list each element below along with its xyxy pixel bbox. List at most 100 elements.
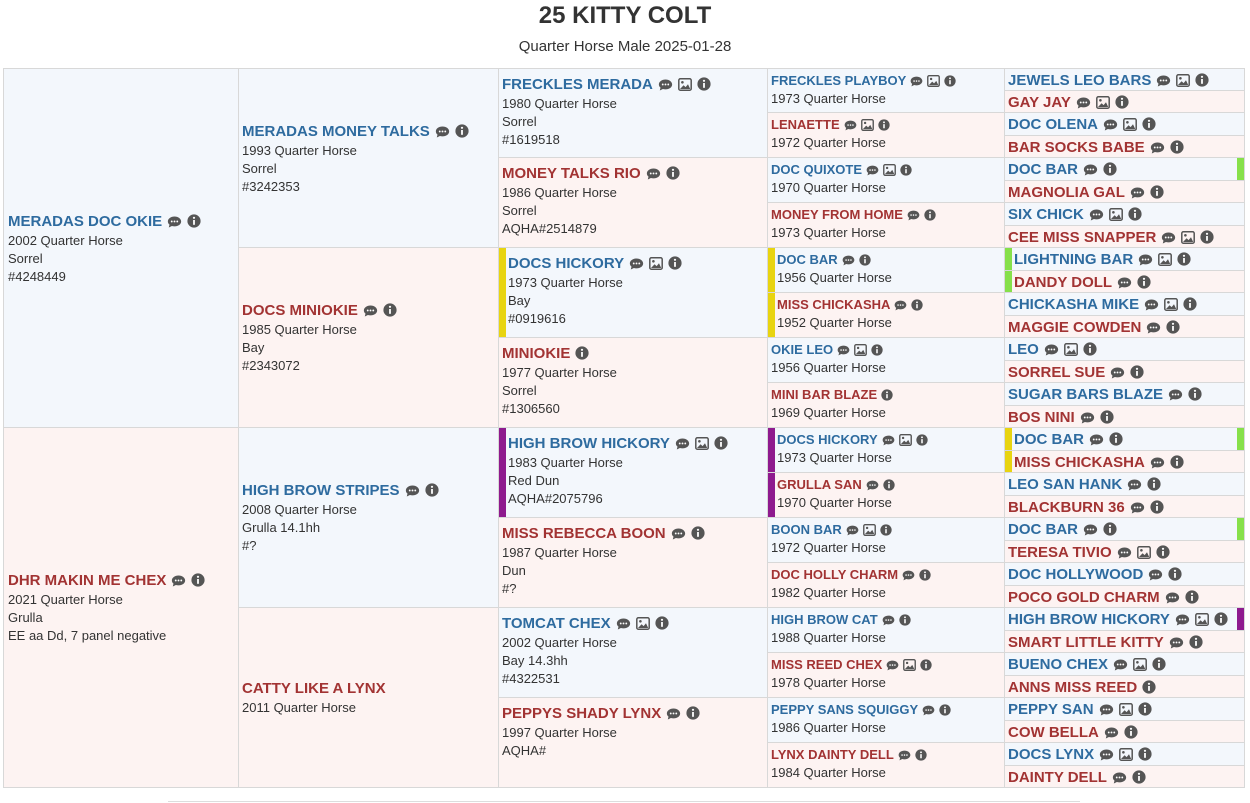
horse-name-link[interactable]: BUENO CHEX <box>1008 656 1109 673</box>
comment-icon[interactable] <box>1169 635 1184 649</box>
image-icon[interactable] <box>1095 95 1110 109</box>
image-icon[interactable] <box>1158 252 1173 266</box>
horse-name-link[interactable]: HIGH BROW CAT <box>771 612 878 627</box>
comment-icon[interactable] <box>658 77 673 91</box>
image-icon[interactable] <box>854 343 868 356</box>
horse-name-link[interactable]: TERESA TIVIO <box>1008 544 1112 561</box>
comment-icon[interactable] <box>1089 432 1104 446</box>
comment-icon[interactable] <box>866 478 879 491</box>
image-icon[interactable] <box>1164 297 1179 311</box>
comment-icon[interactable] <box>1076 95 1091 109</box>
horse-name-link[interactable]: SUGAR BARS BLAZE <box>1008 386 1164 403</box>
comment-icon[interactable] <box>167 214 182 228</box>
info-icon[interactable] <box>1138 747 1152 761</box>
comment-icon[interactable] <box>1103 117 1118 131</box>
info-icon[interactable] <box>939 703 951 716</box>
info-icon[interactable] <box>1132 770 1146 784</box>
horse-name-link[interactable]: DANDY DOLL <box>1014 274 1113 291</box>
horse-name-link[interactable]: BOS NINI <box>1008 409 1075 426</box>
comment-icon[interactable] <box>922 703 935 716</box>
image-icon[interactable] <box>1063 342 1078 356</box>
comment-icon[interactable] <box>846 523 859 536</box>
horse-name-link[interactable]: MISS CHICKASHA <box>777 297 891 312</box>
comment-icon[interactable] <box>405 483 420 497</box>
comment-icon[interactable] <box>886 658 899 671</box>
comment-icon[interactable] <box>1165 590 1180 604</box>
info-icon[interactable] <box>1083 342 1097 356</box>
info-icon[interactable] <box>1103 522 1117 536</box>
info-icon[interactable] <box>1147 477 1161 491</box>
comment-icon[interactable] <box>1130 185 1145 199</box>
comment-icon[interactable] <box>1083 522 1098 536</box>
horse-name-link[interactable]: COW BELLA <box>1008 724 1099 741</box>
image-icon[interactable] <box>649 256 664 270</box>
horse-name-link[interactable]: DOC BAR <box>1014 431 1084 448</box>
info-icon[interactable] <box>1156 545 1170 559</box>
horse-name-link[interactable]: LENAETTE <box>771 117 840 132</box>
info-icon[interactable] <box>1109 432 1123 446</box>
info-icon[interactable] <box>883 478 895 491</box>
comment-icon[interactable] <box>1112 770 1127 784</box>
horse-name-link[interactable]: DOCS HICKORY <box>508 255 625 272</box>
horse-name-link[interactable]: BAR SOCKS BABE <box>1008 139 1145 156</box>
horse-name-link[interactable]: MISS REED CHEX <box>771 657 883 672</box>
info-icon[interactable] <box>1103 162 1117 176</box>
info-icon[interactable] <box>714 436 728 450</box>
info-icon[interactable] <box>1137 702 1152 716</box>
comment-icon[interactable] <box>616 616 631 630</box>
comment-icon[interactable] <box>629 256 644 270</box>
info-icon[interactable] <box>691 526 705 540</box>
horse-name-link[interactable]: FRECKLES PLAYBOY <box>771 73 907 88</box>
comment-icon[interactable] <box>1080 410 1095 424</box>
comment-icon[interactable] <box>671 526 686 540</box>
info-icon[interactable] <box>1170 455 1184 469</box>
image-icon[interactable] <box>860 118 874 131</box>
info-icon[interactable] <box>900 163 912 176</box>
image-icon[interactable] <box>927 74 941 87</box>
comment-icon[interactable] <box>435 124 450 138</box>
comment-icon[interactable] <box>1144 297 1159 311</box>
info-icon[interactable] <box>191 573 205 587</box>
info-icon[interactable] <box>1150 500 1164 514</box>
comment-icon[interactable] <box>1150 455 1165 469</box>
comment-icon[interactable] <box>1099 747 1114 761</box>
image-icon[interactable] <box>1118 702 1133 716</box>
image-icon[interactable] <box>1195 612 1209 626</box>
horse-name-link[interactable]: FRECKLES MERADA <box>502 76 653 93</box>
image-icon[interactable] <box>903 658 917 671</box>
info-icon[interactable] <box>668 256 682 270</box>
comment-icon[interactable] <box>1117 545 1132 559</box>
info-icon[interactable] <box>1115 95 1129 109</box>
horse-name-link[interactable]: ANNS MISS REED <box>1008 679 1138 696</box>
comment-icon[interactable] <box>1099 702 1114 716</box>
horse-name-link[interactable]: LYNX DAINTY DELL <box>771 747 894 762</box>
comment-icon[interactable] <box>666 706 681 720</box>
horse-name-link[interactable]: CHICKASHA MIKE <box>1008 296 1140 313</box>
horse-name-link[interactable]: PEPPYS SHADY LYNX <box>502 705 662 722</box>
info-icon[interactable] <box>1185 590 1199 604</box>
info-icon[interactable] <box>1100 410 1114 424</box>
comment-icon[interactable] <box>1083 162 1098 176</box>
info-icon[interactable] <box>1170 140 1184 154</box>
info-icon[interactable] <box>1142 680 1156 694</box>
horse-name-link[interactable]: MONEY FROM HOME <box>771 207 903 222</box>
comment-icon[interactable] <box>1104 725 1119 739</box>
info-icon[interactable] <box>1189 635 1203 649</box>
image-icon[interactable] <box>1133 657 1147 671</box>
info-icon[interactable] <box>1150 185 1164 199</box>
info-icon[interactable] <box>1200 230 1214 244</box>
comment-icon[interactable] <box>1138 252 1153 266</box>
horse-name-link[interactable]: GRULLA SAN <box>777 477 862 492</box>
horse-name-link[interactable]: MAGNOLIA GAL <box>1008 184 1125 201</box>
image-icon[interactable] <box>635 616 650 630</box>
info-icon[interactable] <box>686 706 700 720</box>
horse-name-link[interactable]: LEO <box>1008 341 1039 358</box>
info-icon[interactable] <box>1177 252 1191 266</box>
info-icon[interactable] <box>666 166 680 180</box>
image-icon[interactable] <box>1119 747 1134 761</box>
info-icon[interactable] <box>1137 275 1151 289</box>
comment-icon[interactable] <box>898 748 911 761</box>
comment-icon[interactable] <box>1150 140 1165 154</box>
horse-name-link[interactable]: MINI BAR BLAZE <box>771 387 878 402</box>
info-icon[interactable] <box>915 433 928 446</box>
